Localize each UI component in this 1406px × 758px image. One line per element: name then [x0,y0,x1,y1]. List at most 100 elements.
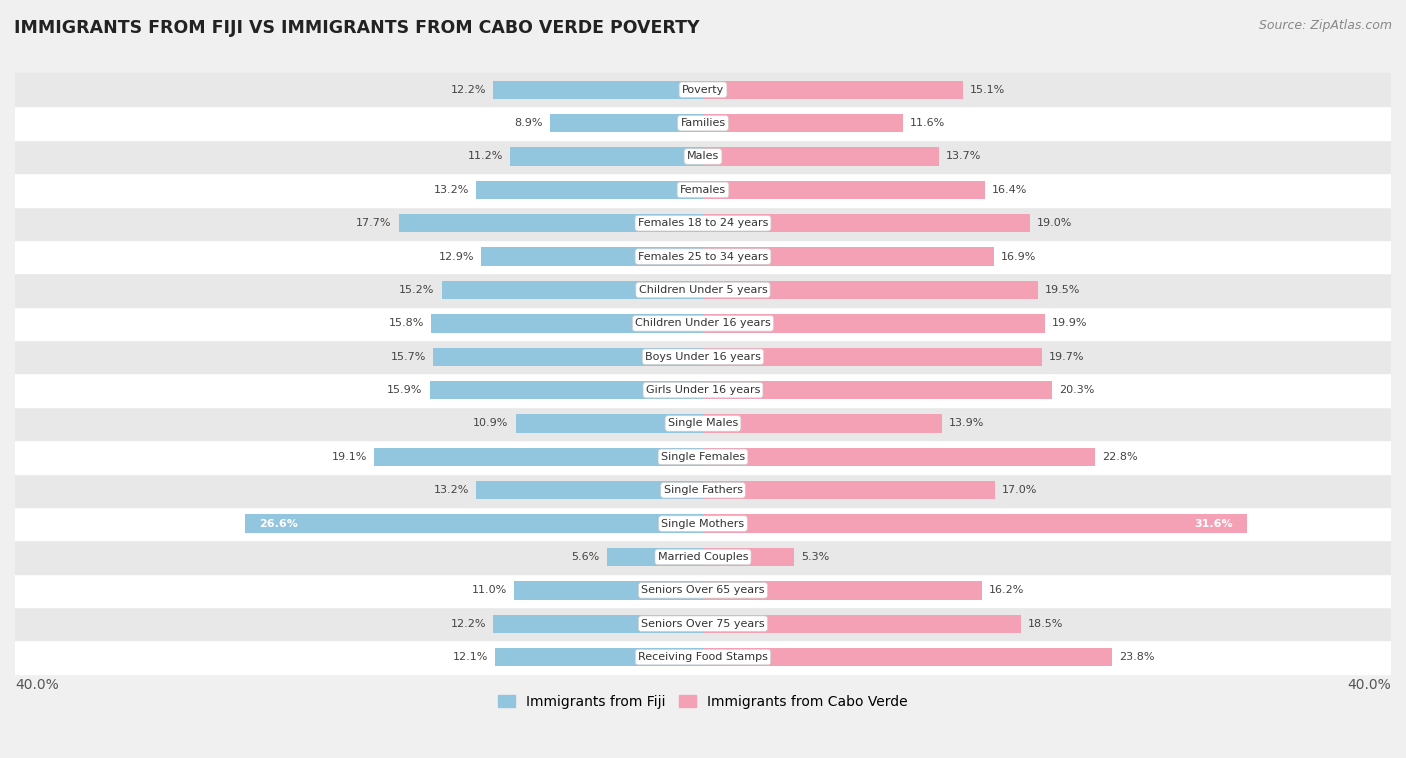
Bar [703,180,986,199]
Text: Seniors Over 75 years: Seniors Over 75 years [641,619,765,628]
Legend: Immigrants from Fiji, Immigrants from Cabo Verde: Immigrants from Fiji, Immigrants from Ca… [492,690,914,715]
Bar [15,274,1391,307]
Text: 12.2%: 12.2% [451,85,486,95]
Bar [516,415,703,433]
Text: 11.6%: 11.6% [910,118,945,128]
Text: 12.1%: 12.1% [453,652,488,662]
Text: 13.9%: 13.9% [949,418,984,428]
Text: 20.3%: 20.3% [1059,385,1094,395]
Text: 15.7%: 15.7% [391,352,426,362]
Bar [703,348,1042,366]
Bar [606,548,703,566]
Bar [703,114,903,133]
Bar [510,147,703,166]
Bar [246,515,703,533]
Bar [15,240,1391,274]
Text: Females 25 to 34 years: Females 25 to 34 years [638,252,768,262]
Bar [513,581,703,600]
Bar [703,415,942,433]
Bar [15,206,1391,240]
Bar [703,615,1021,633]
Text: 12.2%: 12.2% [451,619,486,628]
Bar [15,139,1391,173]
Text: 40.0%: 40.0% [1347,678,1391,692]
Text: 11.0%: 11.0% [471,585,508,595]
Text: 5.3%: 5.3% [801,552,830,562]
Text: Poverty: Poverty [682,85,724,95]
Text: Married Couples: Married Couples [658,552,748,562]
Text: Females: Females [681,185,725,195]
Bar [15,340,1391,374]
Bar [703,280,1039,299]
Text: 19.5%: 19.5% [1045,285,1081,295]
Text: Males: Males [688,152,718,161]
Text: 13.2%: 13.2% [433,185,470,195]
Bar [15,374,1391,407]
Bar [433,348,703,366]
Bar [703,314,1045,333]
Text: Single Females: Single Females [661,452,745,462]
Bar [703,214,1029,233]
Text: Children Under 16 years: Children Under 16 years [636,318,770,328]
Text: 13.7%: 13.7% [945,152,981,161]
Text: Single Mothers: Single Mothers [661,518,745,528]
Bar [703,147,939,166]
Text: 23.8%: 23.8% [1119,652,1154,662]
Bar [15,641,1391,674]
Text: 12.9%: 12.9% [439,252,474,262]
Text: 19.1%: 19.1% [332,452,367,462]
Text: Females 18 to 24 years: Females 18 to 24 years [638,218,768,228]
Bar [703,381,1052,399]
Bar [15,307,1391,340]
Bar [494,80,703,99]
Bar [15,106,1391,139]
Bar [494,615,703,633]
Text: Source: ZipAtlas.com: Source: ZipAtlas.com [1258,19,1392,32]
Text: Seniors Over 65 years: Seniors Over 65 years [641,585,765,595]
Text: 16.4%: 16.4% [993,185,1028,195]
Bar [703,80,963,99]
Text: 8.9%: 8.9% [515,118,543,128]
Bar [703,581,981,600]
Bar [495,648,703,666]
Text: 13.2%: 13.2% [433,485,470,495]
Bar [398,214,703,233]
Text: 31.6%: 31.6% [1194,518,1233,528]
Text: IMMIGRANTS FROM FIJI VS IMMIGRANTS FROM CABO VERDE POVERTY: IMMIGRANTS FROM FIJI VS IMMIGRANTS FROM … [14,19,700,37]
Bar [374,448,703,466]
Bar [703,448,1095,466]
Text: 19.7%: 19.7% [1049,352,1084,362]
Text: Single Fathers: Single Fathers [664,485,742,495]
Bar [432,314,703,333]
Bar [429,381,703,399]
Bar [550,114,703,133]
Text: 15.8%: 15.8% [389,318,425,328]
Bar [703,648,1112,666]
Bar [703,548,794,566]
Bar [441,280,703,299]
Text: Receiving Food Stamps: Receiving Food Stamps [638,652,768,662]
Bar [15,474,1391,507]
Bar [703,515,1247,533]
Text: Single Males: Single Males [668,418,738,428]
Text: 16.2%: 16.2% [988,585,1024,595]
Bar [15,540,1391,574]
Text: 19.0%: 19.0% [1036,218,1071,228]
Bar [15,607,1391,641]
Bar [477,481,703,500]
Bar [15,73,1391,106]
Bar [15,440,1391,474]
Text: 11.2%: 11.2% [468,152,503,161]
Text: 5.6%: 5.6% [572,552,600,562]
Text: 40.0%: 40.0% [15,678,59,692]
Bar [15,173,1391,206]
Text: 10.9%: 10.9% [474,418,509,428]
Text: 26.6%: 26.6% [259,518,298,528]
Text: 18.5%: 18.5% [1028,619,1063,628]
Bar [477,180,703,199]
Bar [703,481,995,500]
Bar [15,407,1391,440]
Text: 17.7%: 17.7% [356,218,392,228]
Bar [15,574,1391,607]
Text: 15.1%: 15.1% [970,85,1005,95]
